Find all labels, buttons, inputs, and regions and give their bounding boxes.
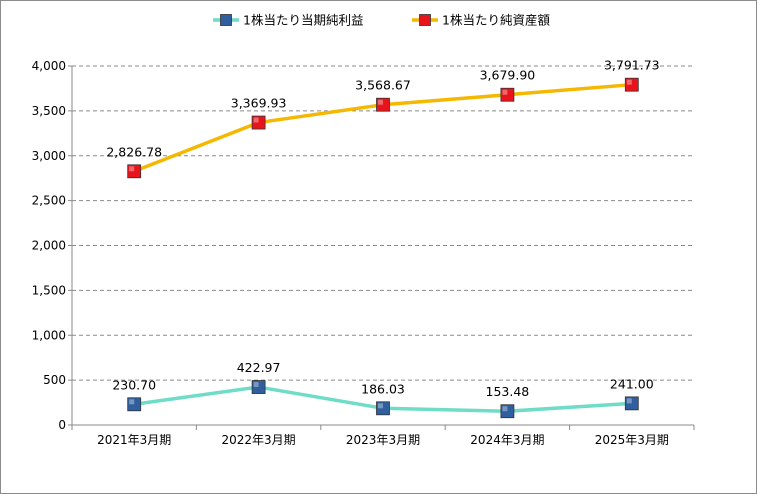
data-label: 3,568.67 [355,78,411,93]
y-tick-label: 3,000 [32,149,66,163]
data-point-highlight [626,398,632,404]
data-point [376,97,390,112]
data-point [500,404,515,419]
data-label: 3,791.73 [604,58,660,73]
data-label: 3,679.90 [480,68,536,83]
series-line [132,82,634,174]
y-tick-label: 500 [43,373,66,387]
x-tick-label: 2025年3月期 [595,433,669,447]
series-group [127,77,639,419]
data-label: 422.97 [237,360,281,375]
x-tick-label: 2022年3月期 [222,433,296,447]
legend-label: 1株当たり当期純利益 [243,13,363,28]
data-point [376,401,390,416]
data-point-highlight [378,99,383,105]
x-tick-label: 2024年3月期 [470,433,544,447]
data-label: 230.70 [112,377,156,392]
legend: 1株当たり当期純利益 1株当たり純資産額 [213,13,550,28]
y-tick-label: 1,000 [32,328,66,342]
data-point-highlight [626,79,632,85]
data-point [251,115,266,130]
legend-label: 1株当たり純資産額 [442,13,550,28]
y-tick-label: 3,500 [32,104,66,118]
y-tick-label: 0 [58,418,66,432]
data-label: 2,826.78 [106,144,162,159]
data-point-highlight [253,382,259,388]
data-point [127,164,142,179]
data-label: 186.03 [361,381,405,396]
legend-marker [220,14,232,26]
data-point-highlight [129,166,135,172]
data-point-highlight [253,117,259,123]
data-label: 3,369.93 [231,96,287,111]
gridlines [72,65,694,381]
data-point [500,87,515,102]
y-tick-label: 4,000 [32,59,66,73]
y-tick-label: 2,000 [32,239,66,253]
data-point [624,396,639,411]
axes: 0 500 1,000 1,500 2,000 2,500 3,000 3,500 4,000 2… [32,59,695,447]
legend-marker [419,14,431,26]
x-tick-label: 2021年3月期 [97,433,171,447]
data-point-highlight [129,399,135,405]
data-label: 241.00 [610,376,654,391]
data-point [624,77,639,92]
data-point-highlight [502,406,508,412]
data-labels: 230.70 422.97 186.03 153.48 241.00 2,826.78 3,… [106,58,659,400]
data-point-highlight [502,89,508,95]
data-label: 153.48 [486,384,530,399]
y-tick-label: 2,500 [32,194,66,208]
data-point [251,380,266,394]
data-point [127,397,142,412]
data-point-highlight [378,403,383,409]
y-tick-label: 1,500 [32,283,66,297]
x-tick-label: 2023年3月期 [346,433,420,447]
